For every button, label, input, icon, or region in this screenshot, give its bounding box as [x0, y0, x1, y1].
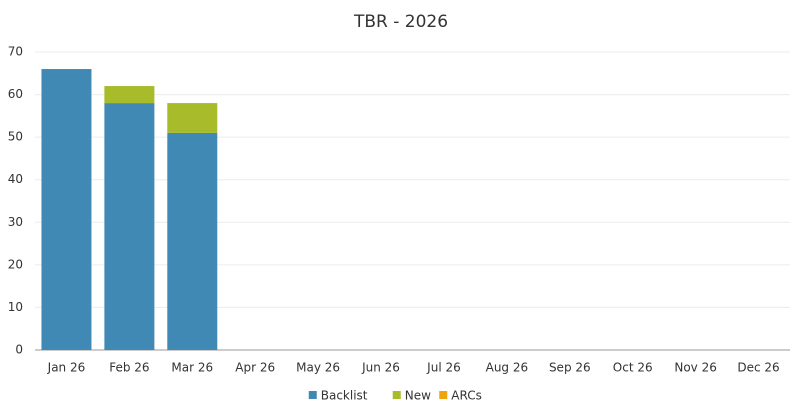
x-tick-label: Apr 26	[235, 361, 275, 375]
chart-title: TBR - 2026	[353, 12, 448, 32]
x-tick-label: Oct 26	[613, 361, 653, 375]
bar-segment	[167, 103, 218, 133]
x-tick-label: May 26	[296, 361, 340, 375]
legend-label: Backlist	[321, 389, 368, 403]
legend-label: ARCs	[451, 389, 482, 403]
x-tick-label: Jun 26	[361, 361, 400, 375]
bar-segment	[167, 132, 218, 350]
y-tick-label: 40	[8, 172, 23, 186]
x-tick-label: Aug 26	[486, 361, 529, 375]
y-tick-label: 10	[8, 300, 23, 314]
y-tick-label: 50	[8, 130, 23, 144]
x-tick-label: Nov 26	[674, 361, 717, 375]
x-tick-label: Dec 26	[737, 361, 779, 375]
bar-segment	[41, 69, 92, 351]
x-tick-label: Feb 26	[109, 361, 149, 375]
y-tick-label: 0	[15, 343, 23, 357]
y-tick-label: 30	[8, 215, 23, 229]
x-tick-label: Mar 26	[171, 361, 213, 375]
legend-swatch	[392, 391, 401, 399]
x-tick-label: Sep 26	[549, 361, 591, 375]
x-tick-label: Jul 26	[426, 361, 461, 375]
legend-swatch	[439, 391, 448, 399]
y-tick-label: 60	[8, 87, 23, 101]
legend-label: New	[405, 389, 431, 403]
y-tick-label: 20	[8, 257, 23, 271]
x-tick-label: Jan 26	[47, 361, 86, 375]
bar-segment	[104, 103, 155, 350]
y-tick-label: 70	[8, 45, 23, 59]
bar-segment	[104, 86, 155, 104]
legend-swatch	[308, 391, 317, 399]
